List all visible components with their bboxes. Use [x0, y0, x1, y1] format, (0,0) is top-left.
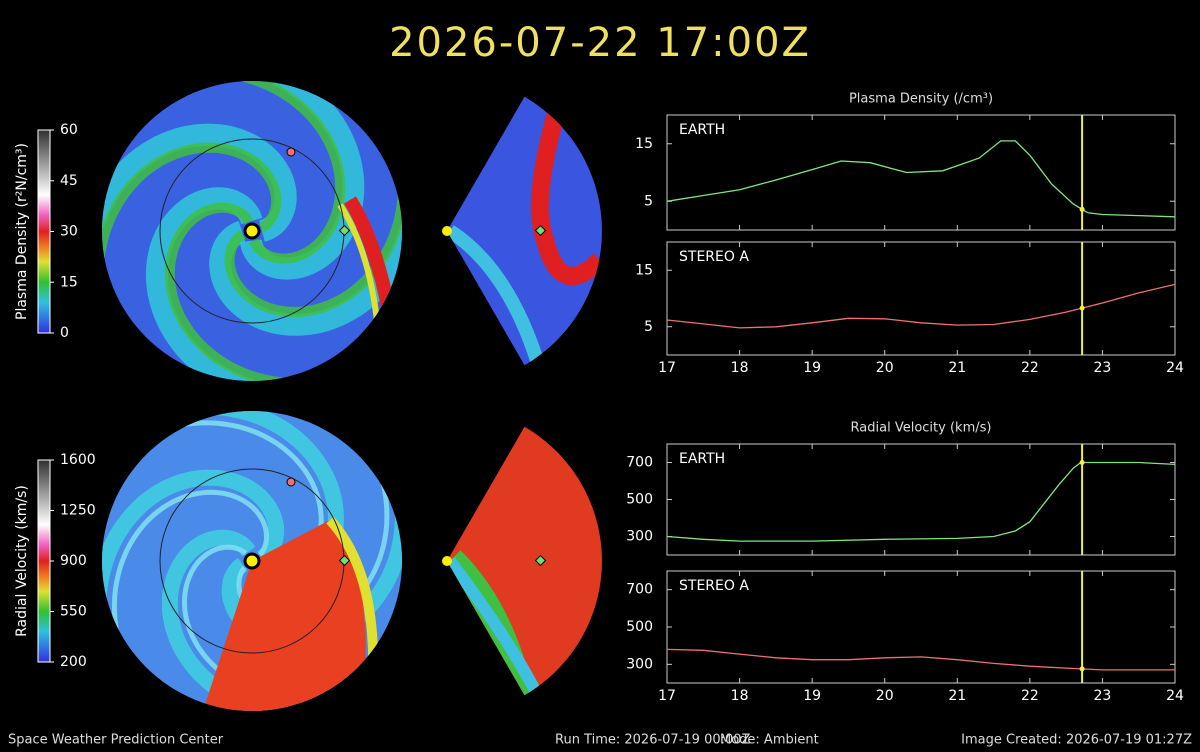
x-tick-label: 24 [1166, 360, 1184, 376]
x-tick-label: 22 [1021, 360, 1039, 376]
series-name: STEREO A [679, 249, 749, 265]
sun [243, 222, 261, 240]
current-point [1079, 305, 1085, 311]
y-tick-label: 500 [626, 619, 653, 635]
colorbar-label: Plasma Density (r²N/cm³) [14, 143, 30, 320]
colorbar [37, 459, 51, 663]
footer-run: Run Time: 2026-07-19 00:00Z [555, 733, 751, 748]
x-tick-label: 18 [731, 688, 749, 704]
y-tick-label: 500 [626, 492, 653, 508]
footer-org: Space Weather Prediction Center [8, 733, 224, 748]
series-line [666, 283, 1176, 329]
x-tick-label: 21 [948, 360, 966, 376]
x-tick-label: 20 [876, 688, 894, 704]
fan-stream [447, 557, 546, 696]
y-tick-label: 15 [635, 262, 653, 278]
x-tick-label: 19 [803, 688, 821, 704]
series-line [666, 461, 1176, 542]
x-tick-label: 22 [1021, 688, 1039, 704]
model-panels [102, 81, 602, 711]
colorbar-tick-label: 550 [60, 604, 87, 620]
x-tick-label: 23 [1094, 360, 1112, 376]
colorbar-tick-label: 30 [60, 224, 78, 240]
spiral-arm [239, 81, 365, 280]
fast-wind [200, 520, 366, 711]
spiral-arm [164, 202, 298, 381]
y-tick-label: 5 [644, 193, 653, 209]
plot-frame [666, 241, 1176, 356]
y-tick-label: 5 [644, 319, 653, 335]
footer-mode: Mode: Ambient [720, 733, 819, 748]
x-tick-label: 17 [658, 360, 676, 376]
y-tick-label: 700 [626, 455, 653, 471]
stereo-a [286, 477, 296, 487]
x-tick-label: 17 [658, 688, 676, 704]
colorbar-tick-label: 1600 [60, 452, 96, 468]
current-point [1079, 206, 1085, 212]
colorbar-tick-label: 60 [60, 122, 78, 138]
sun [442, 556, 452, 566]
y-tick-label: 300 [626, 656, 653, 672]
sun [442, 226, 452, 236]
spiral-arm [145, 187, 263, 381]
colorbar-tick-label: 1250 [60, 503, 96, 519]
colorbar [37, 129, 51, 334]
colorbar-tick-label: 200 [60, 654, 87, 670]
colorbar-tick-label: 0 [60, 325, 69, 341]
plot-frame [666, 114, 1176, 231]
series-name: EARTH [679, 122, 725, 138]
x-tick-label: 19 [803, 360, 821, 376]
series-name: EARTH [679, 451, 725, 467]
stereo-a [286, 147, 296, 157]
title: 2026-07-22 17:00Z [389, 20, 811, 66]
series-line [666, 648, 1175, 671]
plot-frame [666, 570, 1176, 684]
fan-stream [531, 97, 602, 285]
velocity-fan [447, 426, 602, 696]
spiral-arm [224, 181, 402, 317]
spiral-arm [228, 81, 346, 264]
current-point [1079, 460, 1085, 465]
spiral-arm [102, 142, 282, 272]
footer-created: Image Created: 2026-07-19 01:27Z [961, 733, 1192, 748]
chart-title: Radial Velocity (km/s) [851, 421, 992, 436]
x-tick-label: 23 [1094, 688, 1112, 704]
spiral-arm [209, 221, 402, 336]
x-tick-label: 20 [876, 360, 894, 376]
fan-stream [447, 225, 547, 366]
cme-front [337, 203, 381, 331]
y-tick-label: 300 [626, 529, 653, 545]
sun [243, 552, 261, 570]
chart-title: Plasma Density (/cm³) [849, 92, 993, 107]
density-fan [447, 96, 602, 366]
earth [534, 554, 547, 567]
y-tick-label: 700 [626, 582, 653, 598]
colorbar-label: Radial Velocity (km/s) [14, 485, 30, 637]
current-point [1079, 666, 1085, 672]
x-tick-label: 24 [1166, 688, 1184, 704]
y-tick-label: 15 [635, 136, 653, 152]
colorbar-tick-label: 45 [60, 173, 78, 189]
x-tick-label: 18 [731, 360, 749, 376]
earth [338, 554, 351, 567]
spiral-arm [102, 469, 285, 603]
earth [338, 224, 351, 237]
x-tick-label: 21 [948, 688, 966, 704]
series-line [666, 140, 1176, 218]
spiral-arm [102, 123, 297, 242]
series-name: STEREO A [679, 578, 749, 594]
colorbar-tick-label: 15 [60, 274, 78, 290]
spiral-arm [111, 489, 269, 653]
colorbar-tick-label: 900 [60, 553, 87, 569]
earth [534, 224, 547, 237]
